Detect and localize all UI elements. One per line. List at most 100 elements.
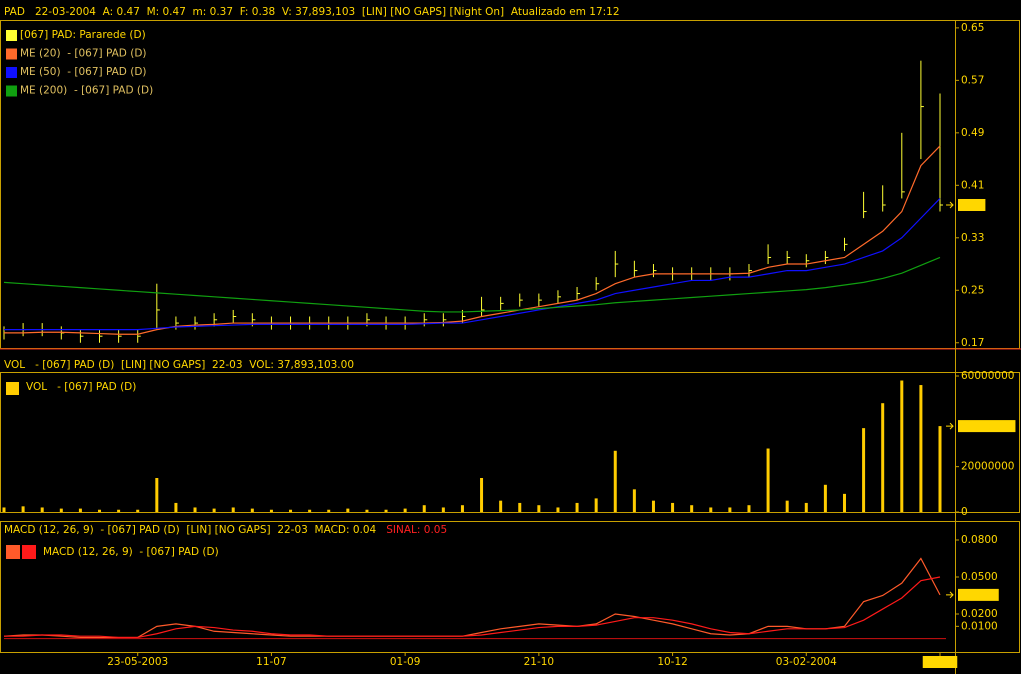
volume-bar [747, 505, 751, 512]
volume-bar [174, 502, 178, 512]
last-value-label: 0.38 [960, 199, 983, 211]
volume-bar [40, 507, 44, 512]
x-tick-label: 01-09 [390, 656, 421, 668]
volume-bar [785, 500, 789, 512]
x-tick-label: 21-10 [524, 656, 555, 668]
y-tick-label: 0.33 [961, 232, 984, 244]
volume-bar [403, 508, 407, 512]
volume-bar [690, 505, 694, 512]
legend-label: MACD (12, 26, 9) - [067] PAD (D) [43, 546, 219, 558]
last-value-box [958, 420, 1016, 433]
y-tick-label: 20000000 [961, 461, 1014, 473]
macd-header-text: MACD (12, 26, 9) - [067] PAD (D) [LIN] [… [4, 524, 377, 536]
legend-swatch [6, 382, 19, 395]
legend-swatch [6, 30, 17, 41]
y-tick-label: 0.65 [961, 22, 984, 34]
volume-bar [613, 450, 617, 512]
last-value-label: 0.0355 [960, 589, 997, 601]
volume-bar [632, 489, 636, 512]
volume-bar [384, 509, 388, 512]
macd-panel [0, 521, 1020, 653]
volume-bar [346, 508, 350, 512]
volume-bar [938, 426, 942, 512]
volume-bar [136, 509, 140, 512]
legend-label: VOL - [067] PAD (D) [26, 381, 136, 393]
moving-average [4, 145, 941, 335]
volume-bar [594, 498, 598, 512]
volume-bar [575, 502, 579, 512]
moving-average [3, 256, 941, 313]
x-tick-label: 03-02-2004 [776, 656, 837, 668]
y-tick-label: 0.0100 [961, 620, 998, 632]
y-tick-label: 0 [961, 506, 968, 518]
volume-bar [900, 380, 904, 512]
last-value-arrow [946, 591, 954, 599]
x-tick-box [922, 656, 958, 668]
y-tick-label: 0.25 [961, 284, 984, 296]
x-tick-label: 22-03 [925, 656, 956, 668]
legend-label: ME (20) - [067] PAD (D) [20, 48, 147, 60]
volume-bar [804, 502, 808, 512]
last-value-arrow [946, 201, 954, 209]
volume-bar [823, 484, 827, 512]
volume-panel [0, 372, 1020, 513]
volume-bar [250, 508, 254, 512]
volume-bar [518, 502, 522, 512]
volume-bar [862, 428, 866, 512]
price-header: PAD 22-03-2004 A: 0.47 M: 0.47 m: 0.37 F… [4, 6, 620, 18]
volume-bar [193, 507, 197, 512]
volume-bar [117, 509, 121, 512]
volume-bar [269, 509, 273, 512]
volume-bar [365, 509, 369, 512]
legend-swatch [6, 67, 17, 78]
legend-label: [067] PAD: Pararede (D) [20, 29, 146, 41]
volume-bar [441, 507, 445, 512]
y-tick-label: 0.0200 [961, 608, 998, 620]
y-tick-label: 0.57 [961, 74, 984, 86]
volume-bar [78, 508, 82, 512]
volume-bar [155, 477, 159, 512]
y-tick-label: 0.17 [961, 337, 984, 349]
volume-bar [881, 403, 885, 512]
y-tick-label: 0.49 [961, 127, 984, 139]
macd-header: MACD (12, 26, 9) - [067] PAD (D) [LIN] [… [4, 524, 447, 536]
legend-swatch [6, 48, 17, 60]
volume-bar [422, 505, 426, 512]
macd-line [3, 557, 941, 639]
legend-swatch [6, 545, 20, 559]
volume-bar [919, 385, 923, 512]
volume-bar [766, 448, 770, 512]
last-value-box [958, 198, 986, 211]
volume-bar [21, 506, 25, 512]
macd-signal-text: SINAL: 0.05 [386, 524, 447, 536]
y-tick-label: 60000000 [961, 370, 1014, 382]
volume-bar [842, 493, 846, 512]
legend-label: ME (50) - [067] PAD (D) [20, 66, 147, 78]
volume-bar [499, 500, 503, 512]
volume-bar [327, 509, 331, 512]
legend-label: ME (200) - [067] PAD (D) [20, 85, 153, 97]
legend-swatch [6, 85, 17, 97]
x-tick-label: 23-05-2003 [107, 656, 168, 668]
volume-bar [480, 477, 484, 512]
volume-bar [537, 505, 541, 512]
volume-header: VOL - [067] PAD (D) [LIN] [NO GAPS] 22-0… [4, 359, 354, 371]
volume-bar [651, 500, 655, 512]
volume-bar [308, 509, 312, 512]
volume-bar [289, 509, 293, 512]
volume-bar [709, 507, 713, 512]
volume-bar [231, 507, 235, 512]
volume-bar [59, 508, 63, 512]
legend-swatch [22, 545, 36, 559]
x-tick-label: 10-12 [657, 656, 688, 668]
volume-bar [460, 505, 464, 512]
volume-bar [728, 507, 732, 512]
moving-average [4, 198, 941, 331]
volume-bar [2, 507, 6, 512]
y-tick-label: 0.0800 [961, 534, 998, 546]
last-value-arrow [946, 422, 954, 430]
last-value-box [958, 588, 999, 601]
signal-line [4, 576, 941, 639]
